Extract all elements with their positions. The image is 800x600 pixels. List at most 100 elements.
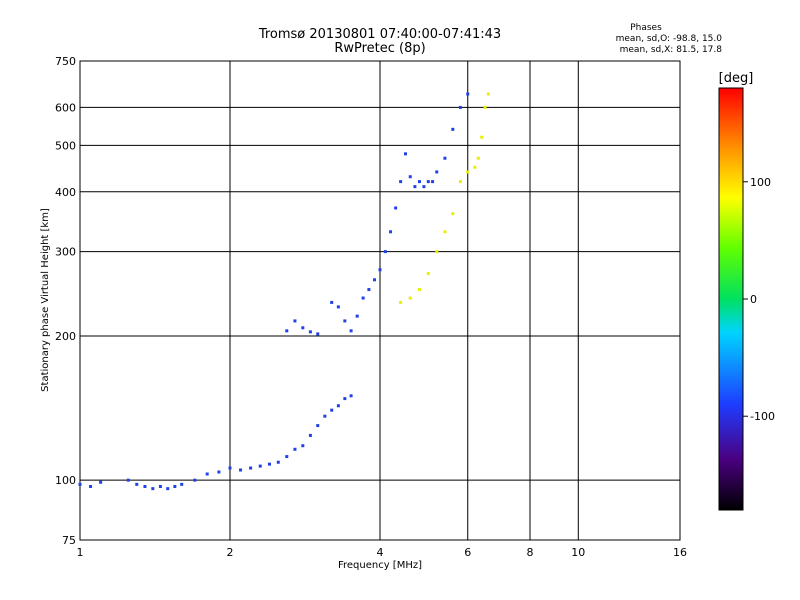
y-tick-label: 75 <box>62 534 76 547</box>
data-point <box>180 482 184 486</box>
y-tick-label: 600 <box>55 101 76 114</box>
data-point <box>458 180 462 184</box>
x-tick-label: 6 <box>464 546 471 559</box>
data-point <box>367 288 371 292</box>
data-point <box>443 156 447 160</box>
data-point <box>173 484 177 488</box>
data-point <box>458 105 462 109</box>
data-point <box>285 455 289 459</box>
data-point <box>285 329 289 333</box>
data-point <box>135 482 139 486</box>
data-point <box>435 170 439 174</box>
data-point <box>343 319 347 323</box>
data-point <box>293 447 297 451</box>
y-tick-label: 400 <box>55 186 76 199</box>
data-point <box>316 424 320 428</box>
data-point <box>417 288 421 292</box>
data-point <box>476 156 480 160</box>
data-point <box>308 433 312 437</box>
data-point <box>301 326 305 330</box>
data-point <box>389 230 393 234</box>
data-point <box>99 480 103 484</box>
x-tick-label: 16 <box>673 546 687 559</box>
data-point <box>383 250 387 254</box>
x-tick-label: 4 <box>377 546 384 559</box>
y-axis-label: Stationary phase Virtual Height [km] <box>40 208 51 392</box>
colorbar-tick-label: -100 <box>750 410 775 423</box>
data-point <box>373 278 377 282</box>
data-point <box>308 330 312 334</box>
x-tick-label: 2 <box>227 546 234 559</box>
data-point <box>239 468 243 472</box>
x-tick-label: 1 <box>77 546 84 559</box>
data-point <box>78 482 82 486</box>
data-point <box>336 305 340 309</box>
x-axis-label: Frequency [MHz] <box>338 560 422 571</box>
data-point <box>349 329 353 333</box>
data-point <box>249 466 253 470</box>
y-tick-label: 500 <box>55 139 76 152</box>
data-points <box>78 92 490 491</box>
phases-o-line: mean, sd,O: -98.8, 15.0 <box>616 34 723 44</box>
data-point <box>483 105 487 109</box>
data-point <box>399 180 403 184</box>
data-point <box>126 478 130 482</box>
chart-subtitle: RwPretec (8p) <box>334 41 425 56</box>
data-point <box>413 185 417 189</box>
y-tick-label: 100 <box>55 474 76 487</box>
y-tick-label: 200 <box>55 330 76 343</box>
data-point <box>451 212 455 216</box>
data-point <box>435 250 439 254</box>
data-point <box>403 152 407 156</box>
data-point <box>217 470 221 474</box>
data-point <box>301 444 305 448</box>
data-point <box>193 478 197 482</box>
grid-lines <box>80 61 680 540</box>
data-point <box>151 487 155 491</box>
colorbar-label: [deg] <box>719 71 754 86</box>
data-point <box>426 272 430 276</box>
data-point <box>408 296 412 300</box>
data-point <box>466 170 470 174</box>
data-point <box>258 464 262 468</box>
data-point <box>399 300 403 304</box>
data-point <box>361 296 365 300</box>
data-point <box>228 466 232 470</box>
phases-header: Phases <box>630 23 662 33</box>
data-point <box>316 332 320 336</box>
data-point <box>451 127 455 131</box>
data-point <box>336 404 340 408</box>
colorbar-ticks: 100 0 -100 <box>743 176 775 423</box>
y-tick-label: 300 <box>55 246 76 259</box>
data-point <box>276 460 280 464</box>
data-point <box>480 135 484 139</box>
data-point <box>443 230 447 234</box>
data-point <box>143 484 147 488</box>
x-tick-label: 10 <box>571 546 585 559</box>
chart-title: Tromsø 20130801 07:40:00-07:41:43 <box>258 27 501 42</box>
colorbar <box>718 87 744 511</box>
data-point <box>343 397 347 401</box>
colorbar-tick-label: 100 <box>750 176 771 189</box>
data-point <box>466 92 470 96</box>
data-point <box>355 314 359 318</box>
data-point <box>378 268 382 272</box>
data-point <box>158 484 162 488</box>
data-point <box>486 92 490 96</box>
data-point <box>89 484 93 488</box>
data-point <box>293 319 297 323</box>
data-point <box>431 180 435 184</box>
data-point <box>323 414 327 418</box>
data-point <box>349 394 353 398</box>
data-point <box>473 165 477 169</box>
x-tick-label: 8 <box>527 546 534 559</box>
data-point <box>205 472 209 476</box>
data-point <box>166 487 170 491</box>
data-point <box>267 462 271 466</box>
x-ticks: 1 2 4 6 8 10 16 <box>77 546 688 559</box>
data-point <box>330 300 334 304</box>
data-point <box>417 180 421 184</box>
y-ticks: 75 100 200 300 400 500 600 750 <box>55 55 76 547</box>
data-point <box>394 206 398 210</box>
